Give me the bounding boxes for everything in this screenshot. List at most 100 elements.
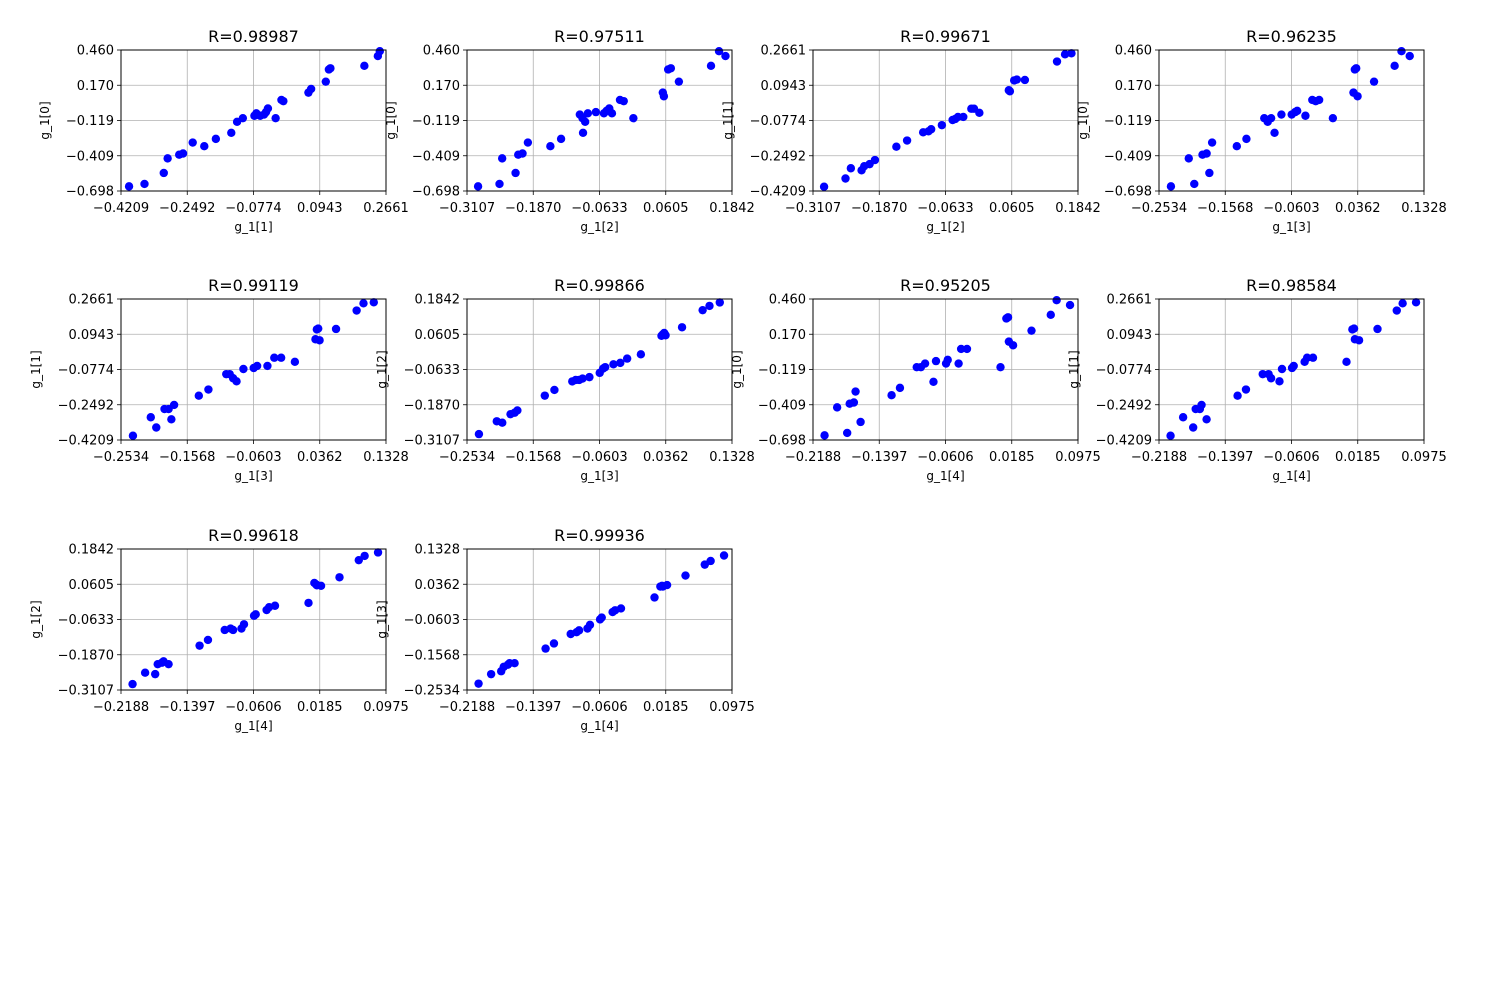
scatter-panel-2: −0.3107 −0.1870 −0.0633 0.0605 0.1842 −0.698 −… — [384, 27, 755, 234]
scatter-point — [1197, 400, 1206, 410]
scatter-point — [578, 374, 587, 383]
scatter-point — [1005, 87, 1015, 96]
y-tick-label: −0.698 — [412, 185, 460, 200]
scatter-point — [360, 551, 369, 561]
x-tick-label: −0.1870 — [505, 201, 561, 216]
y-tick-label: 0.0605 — [69, 578, 115, 593]
scatter-point — [1405, 51, 1414, 61]
chart-title: R=0.98584 — [1246, 276, 1337, 295]
scatter-point — [607, 109, 617, 118]
y-axis-label: g_1[2] — [29, 600, 43, 638]
chart-title: R=0.99618 — [208, 526, 299, 545]
y-tick-label: −0.0633 — [404, 363, 460, 378]
scatter-point — [1003, 313, 1013, 322]
scatter-point — [954, 359, 963, 368]
scatter-point — [591, 107, 601, 117]
scatter-point — [159, 168, 168, 178]
y-tick-label: −0.698 — [1104, 185, 1152, 200]
y-tick-label: 0.170 — [77, 79, 114, 94]
scatter-point — [204, 385, 213, 394]
scatter-point — [304, 598, 313, 608]
scatter-point — [1207, 138, 1217, 147]
scatter-point — [1178, 413, 1188, 422]
scatter-point — [1390, 61, 1399, 71]
y-tick-label: 0.170 — [769, 328, 806, 343]
scatter-point — [263, 361, 272, 371]
scatter-point — [270, 601, 280, 610]
scatter-point — [498, 418, 507, 427]
y-tick-label: −0.3107 — [404, 434, 460, 449]
scatter-point — [1065, 300, 1075, 310]
x-tick-label: 0.1328 — [709, 450, 755, 465]
scatter-point — [616, 604, 626, 613]
scatter-point — [926, 125, 936, 134]
y-tick-label: 0.1328 — [415, 543, 461, 558]
x-tick-label: 0.1842 — [709, 201, 755, 216]
scatter-point — [369, 298, 378, 307]
y-tick-label: −0.2492 — [58, 398, 114, 413]
x-tick-label: −0.0606 — [1263, 450, 1319, 465]
scatter-point — [832, 403, 842, 412]
y-tick-label: −0.409 — [758, 398, 806, 413]
scatter-point — [959, 112, 968, 122]
scatter-point — [359, 299, 368, 308]
x-axis-label: g_1[4] — [580, 719, 618, 733]
x-tick-label: −0.0603 — [1263, 201, 1319, 216]
scatter-point — [1202, 415, 1211, 424]
y-axis-label: g_1[2] — [375, 350, 389, 388]
scatter-point — [276, 353, 286, 362]
scatter-point — [721, 51, 730, 61]
scatter-panel-4: −0.2534 −0.1568 −0.0603 0.0362 0.1328 −0.698 −… — [1076, 27, 1447, 234]
scatter-point — [1314, 95, 1324, 105]
scatter-point — [585, 372, 594, 382]
x-axis-label: g_1[3] — [580, 469, 618, 483]
axes-frame — [466, 548, 733, 691]
scatter-point — [714, 47, 724, 56]
scatter-point — [842, 428, 852, 438]
x-tick-label: −0.2534 — [93, 450, 149, 465]
scatter-point — [962, 344, 972, 354]
scatter-point — [996, 362, 1005, 372]
x-tick-label: 0.0975 — [709, 700, 755, 715]
scatter-point — [1266, 374, 1276, 383]
scatter-point — [600, 362, 610, 372]
scatter-point — [1308, 353, 1318, 362]
axes-frame — [812, 298, 1079, 441]
x-tick-label: −0.0633 — [571, 201, 627, 216]
scatter-point — [943, 355, 952, 365]
scatter-point — [239, 620, 249, 629]
scatter-point — [124, 182, 134, 191]
scatter-point — [622, 354, 632, 363]
y-tick-label: −0.119 — [1104, 114, 1152, 129]
scatter-point — [1052, 296, 1061, 305]
scatter-point — [335, 573, 344, 582]
y-axis-label: g_1[1] — [1067, 350, 1081, 388]
scatter-point — [719, 551, 729, 560]
x-axis-label: g_1[2] — [926, 220, 964, 234]
x-tick-label: −0.1568 — [505, 450, 561, 465]
scatter-point — [1369, 77, 1379, 86]
scatter-point — [715, 298, 724, 307]
y-tick-label: −0.2492 — [750, 149, 806, 164]
scatter-point — [541, 644, 550, 653]
x-tick-label: 0.0975 — [363, 700, 409, 715]
scatter-point — [1067, 49, 1076, 58]
scatter-point — [1277, 110, 1286, 119]
scatter-point — [1166, 182, 1176, 191]
y-tick-label: 0.2661 — [1107, 293, 1153, 308]
scatter-point — [232, 377, 241, 386]
scatter-point — [956, 344, 966, 354]
scatter-point — [251, 610, 260, 619]
chart-title: R=0.96235 — [1246, 27, 1337, 46]
scatter-point — [1392, 306, 1401, 315]
y-tick-label: −0.4209 — [750, 185, 806, 200]
scatter-point — [1242, 134, 1251, 144]
scatter-point — [495, 179, 504, 189]
scatter-point — [1373, 324, 1382, 334]
chart-title: R=0.99119 — [208, 276, 299, 295]
axes-frame — [466, 298, 733, 441]
x-axis-label: g_1[4] — [926, 469, 964, 483]
x-tick-label: 0.0975 — [1401, 450, 1447, 465]
y-tick-label: −0.0774 — [1096, 363, 1152, 378]
scatter-point — [352, 306, 361, 315]
